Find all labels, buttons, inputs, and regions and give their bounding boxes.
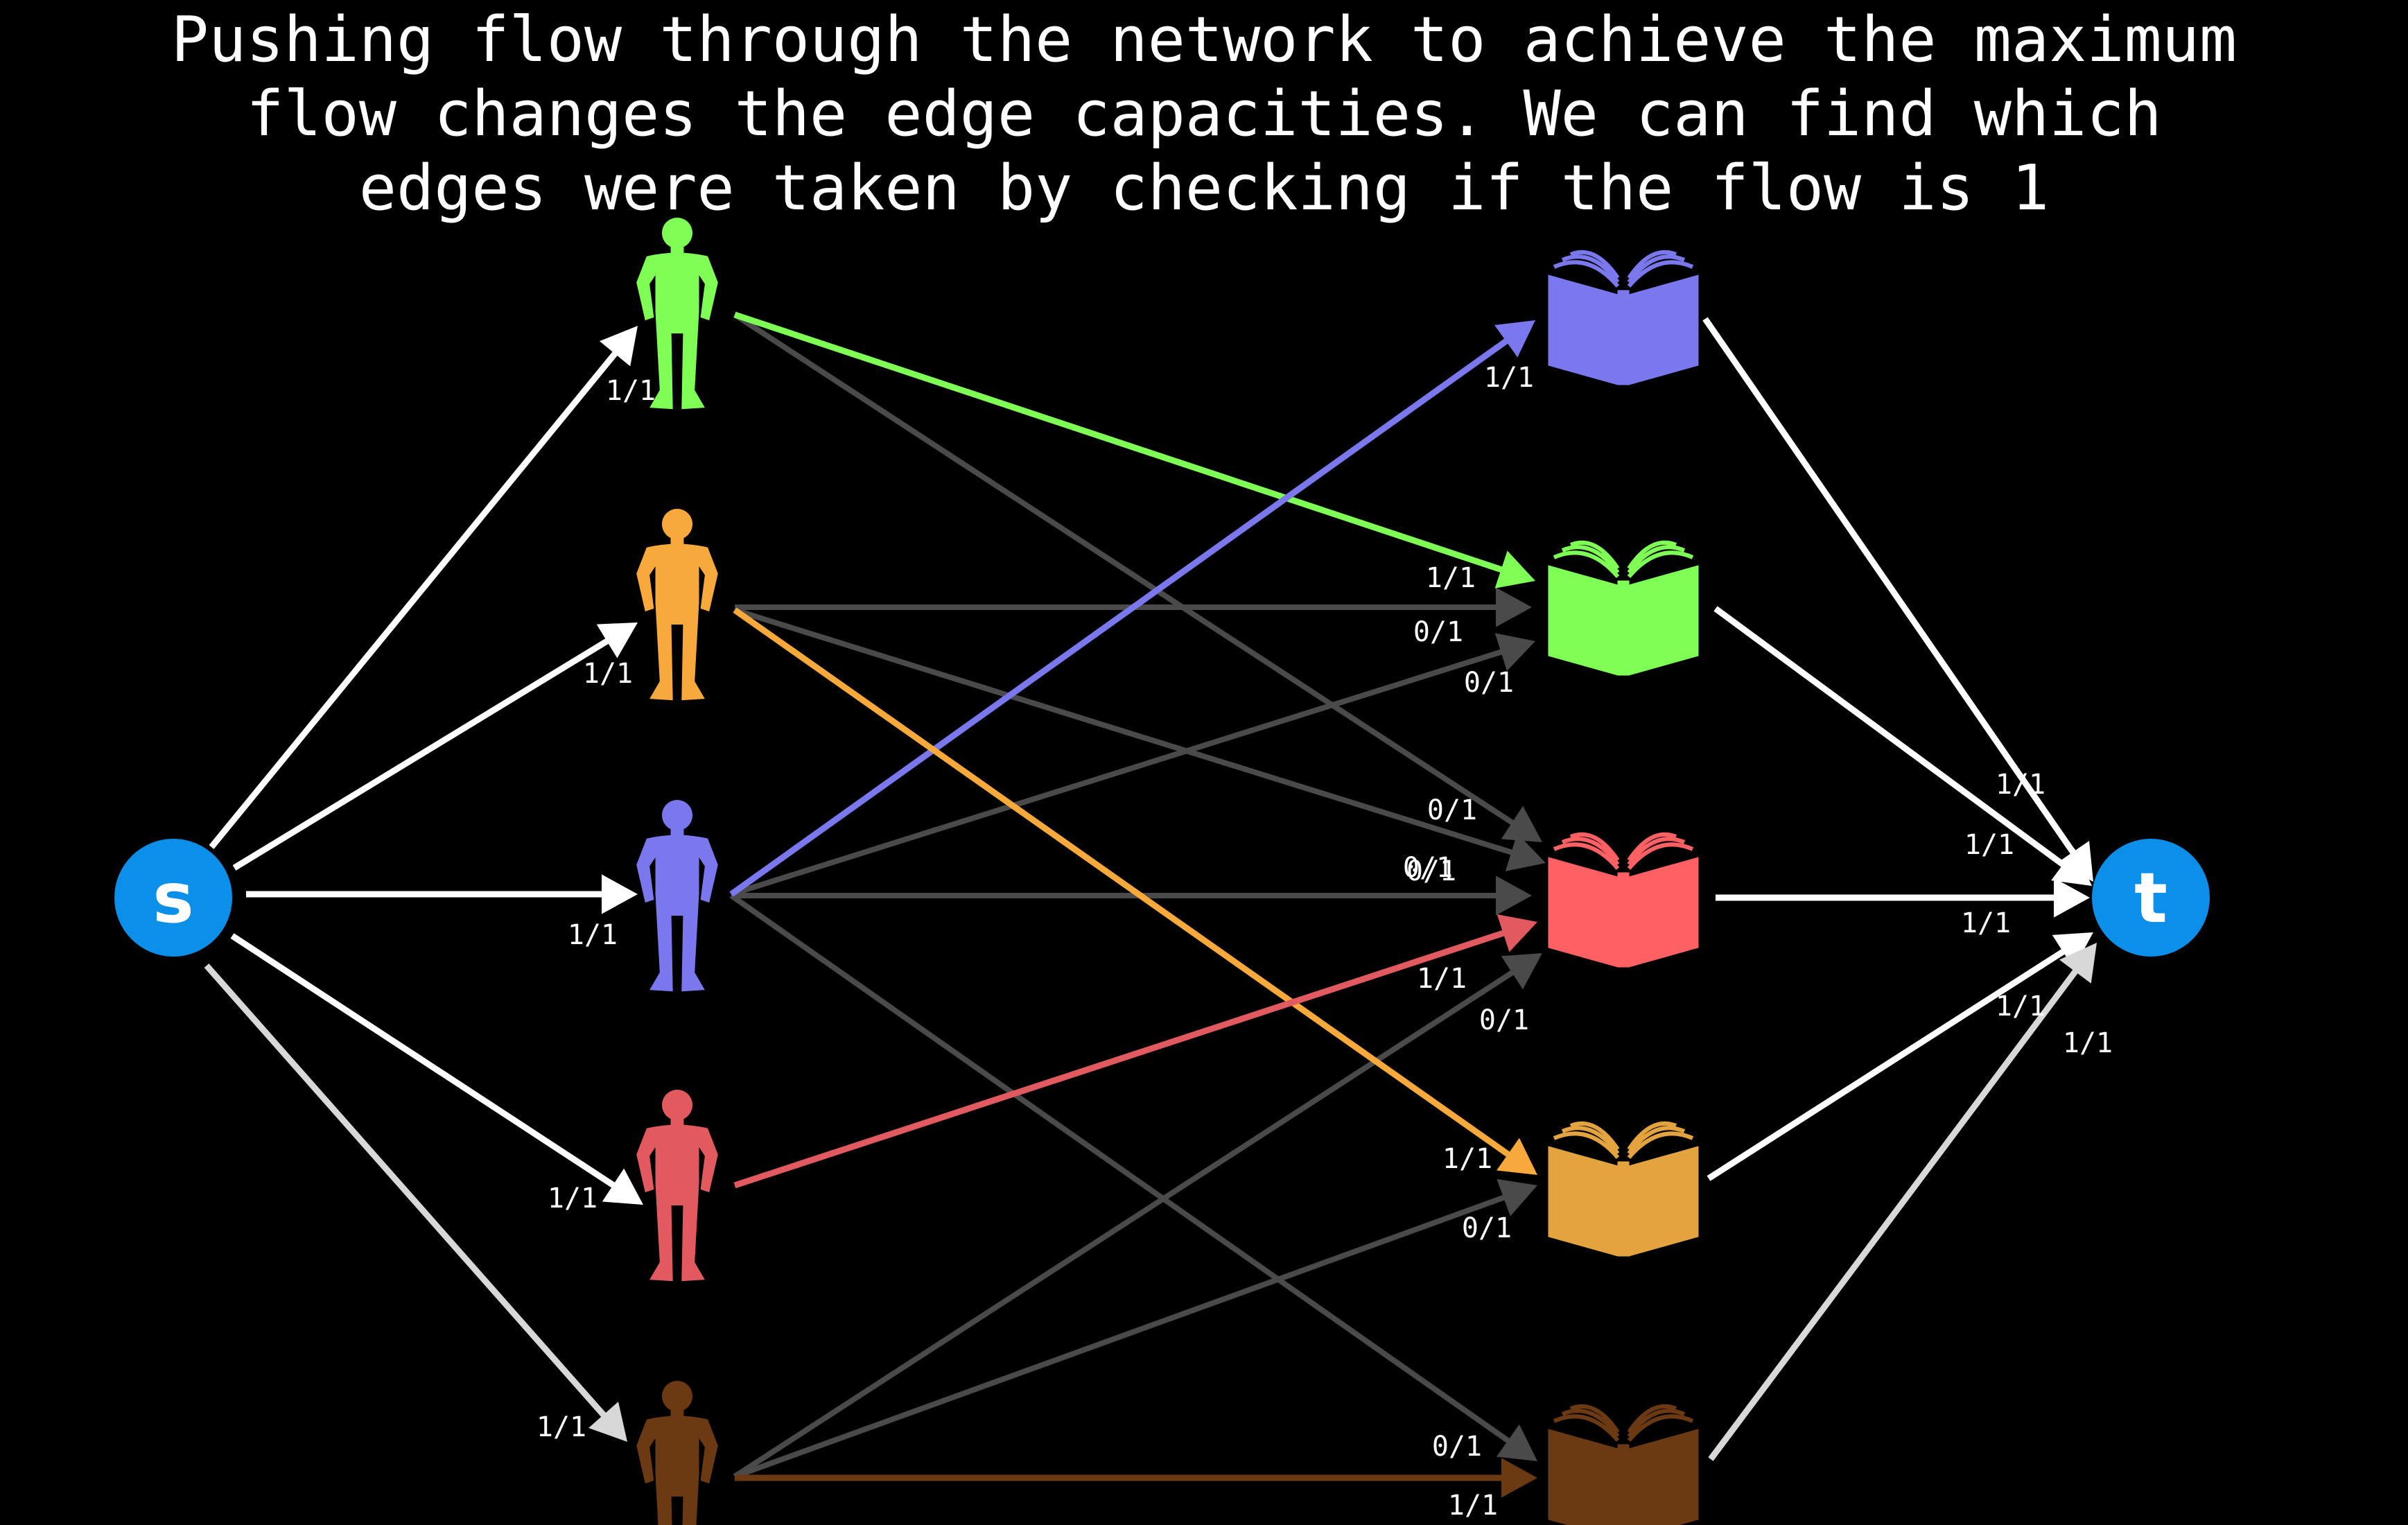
- person-icon-2: [636, 509, 718, 701]
- matching-edge-used-5: [735, 1458, 1537, 1498]
- person-icon-3: [636, 800, 718, 992]
- used-edges-layer: [729, 311, 1537, 1498]
- source-edge-label-3: 1/1: [568, 919, 618, 951]
- matching-edge-label-11: 0/1: [1432, 1431, 1482, 1463]
- matching-edge-unused-9: [730, 633, 1535, 897]
- matching-edge-unused-7: [735, 587, 1532, 627]
- sink-edge-5: [1708, 943, 2097, 1461]
- sink-edge-3: [1716, 878, 2090, 918]
- source-edge-label-5: 1/1: [536, 1411, 586, 1443]
- source-edge-5: [204, 964, 627, 1442]
- matching-edge-unused-11: [729, 893, 1537, 1461]
- source-sink-edges-layer: [204, 317, 2097, 1461]
- matching-edge-label-8: 0/1: [1403, 852, 1453, 884]
- matching-edge-label-13: 0/1: [1462, 1212, 1512, 1244]
- source-edge-label-2: 1/1: [583, 658, 633, 690]
- matching-edge-unused-8: [733, 607, 1546, 871]
- matching-edge-used-3: [733, 607, 1537, 1175]
- book-icon-2: [1548, 543, 1698, 675]
- sink-edge-label-3: 1/1: [1961, 907, 2011, 939]
- matching-edge-label-5: 1/1: [1448, 1490, 1498, 1522]
- sink-edge-2: [1713, 606, 2092, 886]
- source-edge-4: [230, 933, 643, 1205]
- matching-edge-label-6: 0/1: [1427, 794, 1477, 826]
- matching-edge-label-9: 0/1: [1464, 667, 1514, 699]
- matching-edge-used-4: [733, 914, 1537, 1189]
- source-edge-2: [232, 622, 638, 871]
- source-node: s: [114, 839, 232, 957]
- source-edge-3: [246, 874, 638, 914]
- matching-edge-unused-10: [731, 875, 1532, 916]
- matching-edge-label-2: 1/1: [1484, 362, 1534, 394]
- person-icon-5: [636, 1381, 718, 1525]
- sink-edge-label-5: 1/1: [2063, 1027, 2113, 1059]
- matching-edge-unused-13: [733, 1178, 1537, 1479]
- matching-edge-label-3: 1/1: [1442, 1143, 1492, 1175]
- title-line-1: Pushing flow through the network to achi…: [171, 3, 2237, 76]
- sink-edge-label-1: 1/1: [1996, 769, 2045, 801]
- source-edge-label-4: 1/1: [548, 1183, 597, 1214]
- sink-edge-4: [1707, 932, 2093, 1181]
- matching-edge-label-7: 0/1: [1413, 616, 1463, 648]
- book-icon-1: [1548, 252, 1698, 385]
- book-icon-4: [1548, 1124, 1698, 1256]
- matching-edge-label-1: 1/1: [1426, 562, 1476, 594]
- matching-edge-label-4: 1/1: [1417, 963, 1467, 995]
- unused-edges-layer: [729, 312, 1546, 1479]
- matching-edge-label-10: 0/1: [1406, 855, 1456, 887]
- sink-edge-label-2: 1/1: [1964, 829, 2014, 861]
- slide-title: Pushing flow through the network to achi…: [0, 0, 2408, 229]
- source-edge-1: [209, 326, 638, 849]
- matching-edge-used-2: [729, 320, 1535, 897]
- sink-edge-label-4: 1/1: [1996, 991, 2045, 1022]
- matching-edge-unused-12: [733, 953, 1542, 1479]
- book-icon-5: [1548, 1406, 1698, 1525]
- matching-edge-unused-6: [733, 312, 1542, 842]
- source-edge-label-1: 1/1: [606, 375, 656, 407]
- sink-node: t: [2092, 839, 2210, 957]
- edge-labels-layer: 1/1 1/1 1/1 1/1 1/1 1/1 1/1 1/1 1/1 1/1 1/1 1/1 1/1 1…: [536, 362, 2113, 1522]
- book-icon-3: [1548, 835, 1698, 967]
- matching-edge-used-1: [733, 311, 1535, 589]
- title-line-2: flow changes the edge capacities. We can…: [246, 78, 2162, 150]
- title-line-3: edges were taken by checking if the flow…: [358, 152, 2050, 225]
- person-icon-4: [636, 1090, 718, 1282]
- matching-edge-label-12: 0/1: [1479, 1004, 1529, 1036]
- source-label: s: [152, 857, 194, 939]
- sink-label: t: [2134, 857, 2167, 939]
